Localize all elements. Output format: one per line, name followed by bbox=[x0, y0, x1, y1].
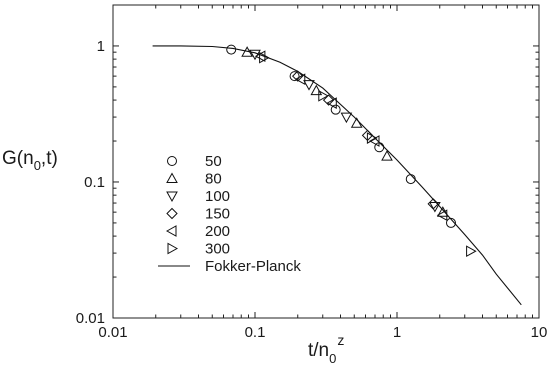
data-point-200 bbox=[294, 73, 306, 86]
data-point-150 bbox=[291, 70, 304, 82]
data-point-150 bbox=[322, 94, 335, 106]
x-tick-label: 10 bbox=[531, 324, 548, 341]
data-point-100 bbox=[303, 80, 315, 91]
y-tick-label: 0.1 bbox=[84, 174, 105, 191]
data-point-100 bbox=[429, 202, 441, 213]
legend-label: 200 bbox=[205, 223, 230, 240]
data-point-80 bbox=[241, 46, 253, 57]
legend-marker-150 bbox=[166, 207, 178, 220]
data-point-80 bbox=[381, 150, 393, 161]
data-point-80 bbox=[350, 117, 363, 128]
data-point-200 bbox=[436, 209, 448, 222]
legend-marker-80 bbox=[166, 172, 178, 183]
data-point-300 bbox=[366, 132, 378, 144]
legend-marker-200 bbox=[165, 225, 177, 237]
x-tick-label: 0.1 bbox=[245, 324, 266, 341]
legend-label: 150 bbox=[205, 206, 230, 223]
fokker-planck-curve bbox=[152, 45, 522, 306]
y-axis-title: G(n0,t) bbox=[2, 148, 58, 173]
data-point-50 bbox=[289, 71, 300, 82]
data-point-200 bbox=[368, 135, 380, 147]
data-point-50 bbox=[330, 104, 341, 115]
data-point-100 bbox=[340, 112, 353, 124]
svg-text:t/n0z: t/n0z bbox=[308, 332, 344, 366]
legend-label: 100 bbox=[205, 188, 230, 205]
data-point-200 bbox=[326, 97, 337, 109]
x-axis-title: t/n0z bbox=[308, 332, 344, 366]
x-tick-label: 0.01 bbox=[98, 324, 127, 341]
data-point-100 bbox=[249, 49, 261, 61]
data-point-80 bbox=[310, 84, 323, 96]
data-point-300 bbox=[259, 51, 270, 64]
data-point-150 bbox=[427, 198, 439, 210]
data-point-300 bbox=[318, 89, 329, 102]
data-point-50 bbox=[405, 174, 416, 185]
data-point-80 bbox=[436, 206, 449, 217]
data-point-300 bbox=[466, 245, 477, 258]
legend-marker-50 bbox=[167, 156, 177, 166]
legend-label: Fokker-Planck bbox=[205, 258, 301, 275]
legend-label: 300 bbox=[205, 241, 230, 258]
plot-frame bbox=[112, 4, 540, 319]
legend-marker-100 bbox=[166, 191, 178, 203]
y-tick-label: 1 bbox=[97, 38, 105, 55]
x-tick-label: 1 bbox=[393, 324, 401, 341]
y-tick-label: 0.01 bbox=[76, 310, 105, 327]
legend-marker-300 bbox=[167, 242, 179, 255]
legend-label: 50 bbox=[205, 153, 222, 170]
legend-label: 80 bbox=[205, 171, 222, 188]
svg-text:G(n0,t): G(n0,t) bbox=[2, 148, 58, 173]
data-point-50 bbox=[445, 217, 456, 228]
data-point-50 bbox=[226, 44, 237, 55]
